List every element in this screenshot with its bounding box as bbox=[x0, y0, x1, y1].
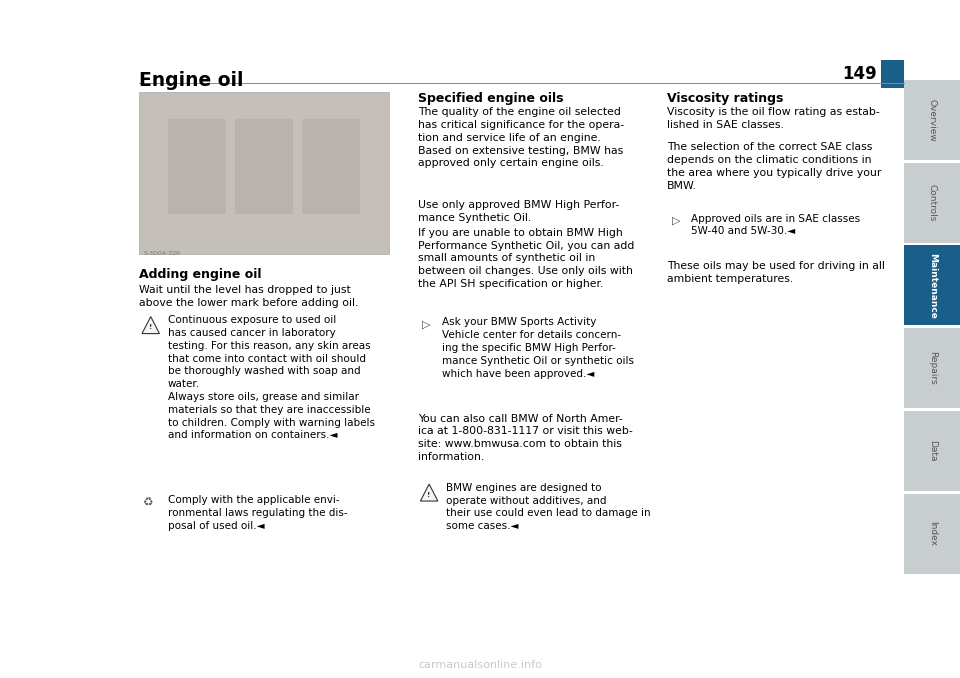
Text: ▷: ▷ bbox=[672, 216, 681, 226]
Text: Viscosity is the oil flow rating as estab-
lished in SAE classes.: Viscosity is the oil flow rating as esta… bbox=[667, 107, 880, 130]
Text: 149: 149 bbox=[842, 65, 876, 83]
Text: Specified engine oils: Specified engine oils bbox=[418, 92, 564, 104]
Text: These oils may be used for driving in all
ambient temperatures.: These oils may be used for driving in al… bbox=[667, 261, 885, 284]
Polygon shape bbox=[142, 317, 159, 334]
Text: ♻: ♻ bbox=[142, 496, 153, 509]
Text: Ask your BMW Sports Activity
Vehicle center for details concern-
ing the specifi: Ask your BMW Sports Activity Vehicle cen… bbox=[442, 317, 634, 378]
Bar bbox=[881, 60, 904, 88]
Text: Wait until the level has dropped to just
above the lower mark before adding oil.: Wait until the level has dropped to just… bbox=[139, 285, 359, 308]
Text: If you are unable to obtain BMW High
Performance Synthetic Oil, you can add
smal: If you are unable to obtain BMW High Per… bbox=[418, 228, 634, 289]
Bar bbox=[139, 92, 389, 254]
Text: Viscosity ratings: Viscosity ratings bbox=[667, 92, 783, 104]
Text: Overview: Overview bbox=[927, 98, 937, 142]
Text: The quality of the engine oil selected
has critical significance for the opera-
: The quality of the engine oil selected h… bbox=[418, 107, 624, 168]
Text: Continuous exposure to used oil
has caused cancer in laboratory
testing. For thi: Continuous exposure to used oil has caus… bbox=[168, 315, 375, 441]
Text: S-3D04-326: S-3D04-326 bbox=[144, 251, 181, 256]
Bar bbox=[235, 119, 293, 214]
Bar bbox=[904, 328, 960, 408]
Text: ▷: ▷ bbox=[422, 319, 431, 330]
Text: Repairs: Repairs bbox=[927, 351, 937, 385]
Text: !: ! bbox=[149, 325, 153, 330]
Bar bbox=[904, 245, 960, 325]
Text: Maintenance: Maintenance bbox=[927, 252, 937, 319]
Bar bbox=[904, 80, 960, 160]
Text: carmanualsonline.info: carmanualsonline.info bbox=[418, 660, 542, 670]
Text: Controls: Controls bbox=[927, 184, 937, 222]
Bar bbox=[904, 411, 960, 491]
Bar bbox=[904, 494, 960, 574]
Text: Approved oils are in SAE classes
5W-40 and 5W-30.◄: Approved oils are in SAE classes 5W-40 a… bbox=[691, 214, 860, 237]
Text: BMW engines are designed to
operate without additives, and
their use could even : BMW engines are designed to operate with… bbox=[446, 483, 651, 531]
Text: Use only approved BMW High Perfor-
mance Synthetic Oil.: Use only approved BMW High Perfor- mance… bbox=[418, 200, 619, 223]
Text: The selection of the correct SAE class
depends on the climatic conditions in
the: The selection of the correct SAE class d… bbox=[667, 142, 881, 191]
Text: Adding engine oil: Adding engine oil bbox=[139, 268, 262, 281]
Text: Data: Data bbox=[927, 440, 937, 462]
Text: Engine oil: Engine oil bbox=[139, 71, 244, 90]
Bar bbox=[168, 119, 226, 214]
Bar bbox=[302, 119, 360, 214]
Text: Index: Index bbox=[927, 521, 937, 546]
Polygon shape bbox=[420, 484, 438, 501]
Text: You can also call BMW of North Amer-
ica at 1-800-831-1117 or visit this web-
si: You can also call BMW of North Amer- ica… bbox=[418, 414, 633, 462]
Text: Comply with the applicable envi-
ronmental laws regulating the dis-
posal of use: Comply with the applicable envi- ronment… bbox=[168, 495, 348, 531]
Bar bbox=[904, 163, 960, 243]
Text: !: ! bbox=[427, 492, 431, 498]
